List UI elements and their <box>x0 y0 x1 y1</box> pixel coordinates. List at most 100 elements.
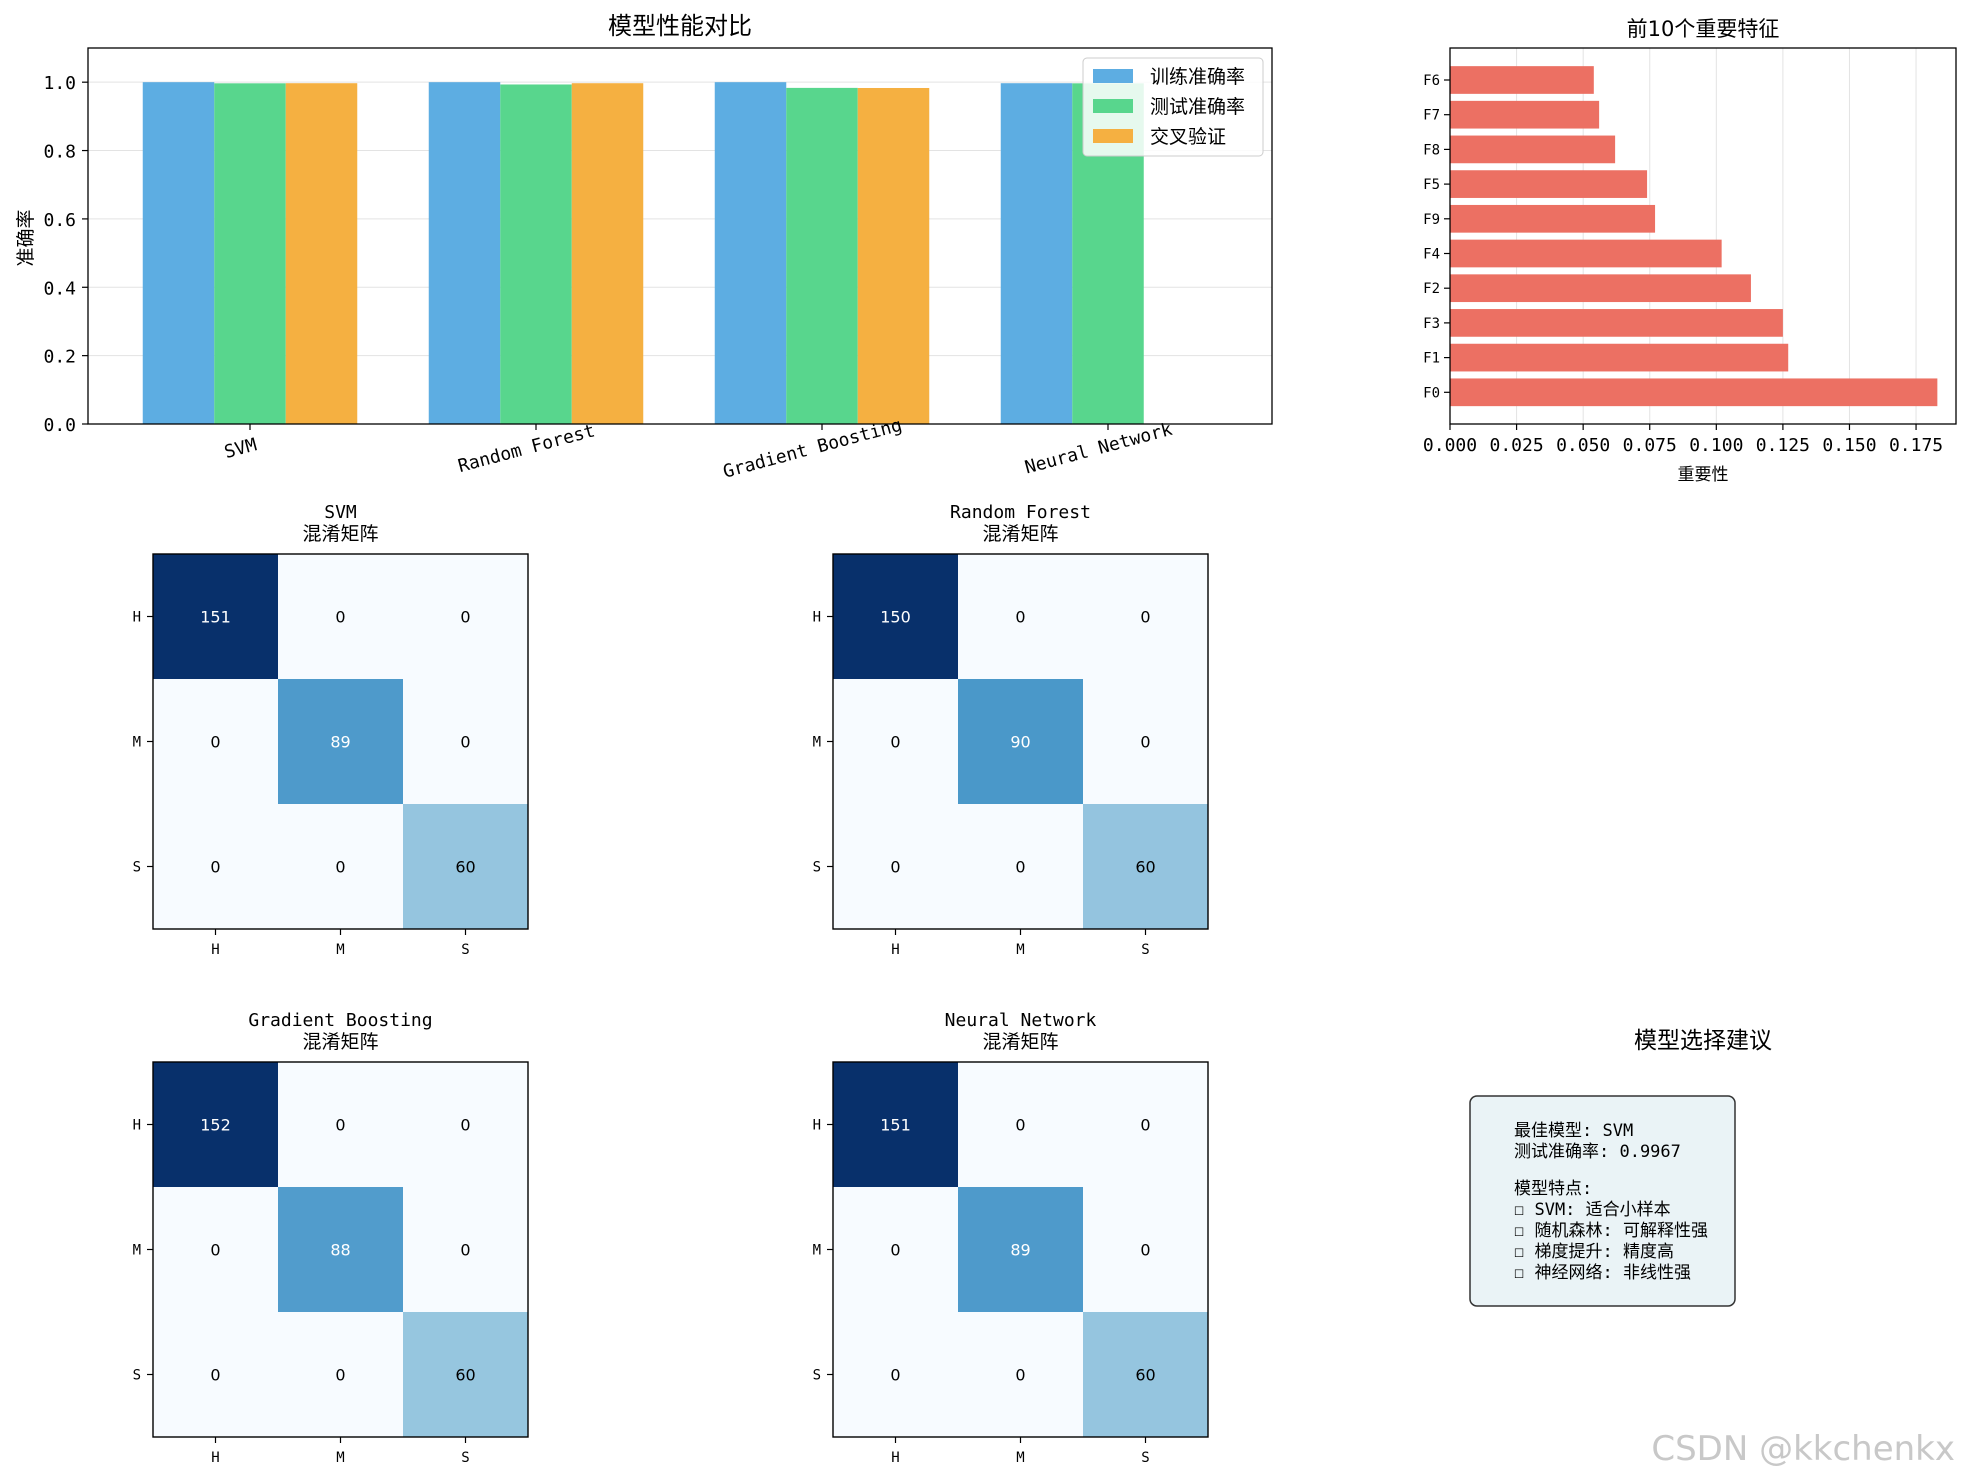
cm-x-tick-label: S <box>461 942 469 958</box>
cm-x-tick-label: H <box>891 942 899 958</box>
cm-cell-value: 0 <box>335 858 345 877</box>
advice-panel: 模型选择建议 最佳模型: SVM 测试准确率: 0.9967 模型特点: ☐ S… <box>1469 1028 1772 1307</box>
feature-bars <box>1450 66 1938 407</box>
cm-x-tick-label: H <box>211 942 219 958</box>
cm-cell <box>1083 554 1208 679</box>
cm-cell <box>153 679 278 804</box>
feature-bar <box>1450 309 1783 337</box>
feature-x-tick-label: 0.175 <box>1889 435 1943 456</box>
cm-cell-value: 0 <box>210 1366 220 1385</box>
cm-cell <box>278 1062 403 1187</box>
advice-features-heading: 模型特点: <box>1514 1179 1592 1199</box>
cm-cell <box>278 804 403 929</box>
cm-cell-value: 0 <box>1015 1366 1025 1385</box>
cm-cell <box>153 554 278 679</box>
cm-cell <box>958 1187 1083 1312</box>
cm-x-tick-label: S <box>1141 942 1149 958</box>
cm-y-tick-label: H <box>813 610 821 626</box>
cm-cell-value: 90 <box>1010 733 1030 752</box>
feature-y-tick-label: F6 <box>1423 73 1440 89</box>
cm-y-tick-label: S <box>813 860 821 876</box>
cm-cell-value: 152 <box>200 1116 231 1135</box>
feature-x-tick-label: 0.075 <box>1623 435 1677 456</box>
cm-cell <box>958 804 1083 929</box>
feature-bar <box>1450 378 1938 407</box>
cm-cell <box>833 554 958 679</box>
perf-bar <box>786 87 858 424</box>
feature-x-tick-label: 0.100 <box>1689 435 1743 456</box>
cm-cell-value: 60 <box>1135 858 1155 877</box>
perf-bar <box>857 87 930 424</box>
perf-x-tick-label: SVM <box>222 434 259 463</box>
feature-y-tick-label: F4 <box>1423 247 1440 263</box>
advice-accuracy: 测试准确率: 0.9967 <box>1514 1142 1681 1162</box>
advice-box <box>1469 1095 1736 1307</box>
cm-subtitle: 混淆矩阵 <box>302 523 378 545</box>
cm-y-tick-label: M <box>133 735 141 751</box>
feature-x-tick-label: 0.050 <box>1556 435 1610 456</box>
feature-x-ticks: 0.000 0.025 0.050 0.075 0.100 0.125 0.150 0.175 <box>1423 424 1943 456</box>
perf-bar <box>142 82 215 424</box>
perf-bar <box>1000 83 1073 424</box>
perf-plot-frame <box>87 47 1273 425</box>
feature-bar <box>1450 135 1616 164</box>
feature-bar <box>1450 239 1722 268</box>
feature-chart-title: 前10个重要特征 <box>1627 17 1780 41</box>
perf-x-tick-label: Gradient Boosting <box>721 415 904 483</box>
cm-x-tick-label: M <box>1016 1450 1024 1466</box>
cm-x-tick-label: M <box>336 1450 344 1466</box>
cm-cell <box>278 1312 403 1437</box>
watermark-text: CSDN @kkchenkx <box>1651 1429 1955 1469</box>
feature-x-tick-label: 0.025 <box>1489 435 1543 456</box>
feature-x-tick-label: 0.125 <box>1756 435 1810 456</box>
feature-bar <box>1450 100 1600 129</box>
perf-y-tick-label: 1.0 <box>43 73 76 94</box>
feature-plot-frame <box>1449 47 1957 425</box>
cm-y-tick-label: H <box>813 1118 821 1134</box>
perf-y-axis-label: 准确率 <box>15 209 37 266</box>
cm-cell <box>833 679 958 804</box>
cm-cell-value: 60 <box>1135 1366 1155 1385</box>
cm-cell <box>833 1062 958 1187</box>
cm-cell-value: 0 <box>890 858 900 877</box>
cm-model-title: Gradient Boosting <box>248 1010 432 1031</box>
cm-cell <box>403 1187 528 1312</box>
cm-cell-value: 0 <box>890 733 900 752</box>
cm-cell <box>403 1062 528 1187</box>
cm-cell-value: 0 <box>460 1241 470 1260</box>
feature-y-tick-label: F1 <box>1423 351 1440 367</box>
cm-x-tick-label: M <box>1016 942 1024 958</box>
perf-bar <box>214 83 286 424</box>
perf-y-tick-label: 0.2 <box>43 347 76 368</box>
cm-cell-value: 0 <box>1015 1116 1025 1135</box>
cm-cell-value: 60 <box>455 858 475 877</box>
cm-cell-value: 151 <box>200 608 231 627</box>
cm-cell-value: 88 <box>330 1241 350 1260</box>
cm-cell-value: 89 <box>1010 1241 1030 1260</box>
cm-cell <box>1083 1187 1208 1312</box>
cm-model-title: Neural Network <box>945 1010 1097 1031</box>
cm-x-tick-label: M <box>336 942 344 958</box>
cm-cell <box>833 1187 958 1312</box>
perf-y-ticks: 0.0 0.2 0.4 0.6 0.8 1.0 <box>43 73 88 436</box>
cm-cell <box>153 804 278 929</box>
feature-bar <box>1450 343 1789 372</box>
legend-label-train: 训练准确率 <box>1150 66 1245 88</box>
advice-feature-rf: ☐ 随机森林: 可解释性强 <box>1514 1221 1708 1241</box>
feature-bar <box>1450 274 1751 303</box>
cm-cell <box>403 554 528 679</box>
cm-model-title: SVM <box>324 502 357 523</box>
cm-cell <box>958 1312 1083 1437</box>
feature-y-tick-label: F8 <box>1423 142 1440 158</box>
feature-bar <box>1450 66 1594 94</box>
cm-subtitle: 混淆矩阵 <box>982 523 1058 545</box>
cm-cell <box>958 554 1083 679</box>
cm-cell-value: 0 <box>890 1366 900 1385</box>
cm-cell-value: 0 <box>210 733 220 752</box>
cm-cell-value: 0 <box>1140 1241 1150 1260</box>
